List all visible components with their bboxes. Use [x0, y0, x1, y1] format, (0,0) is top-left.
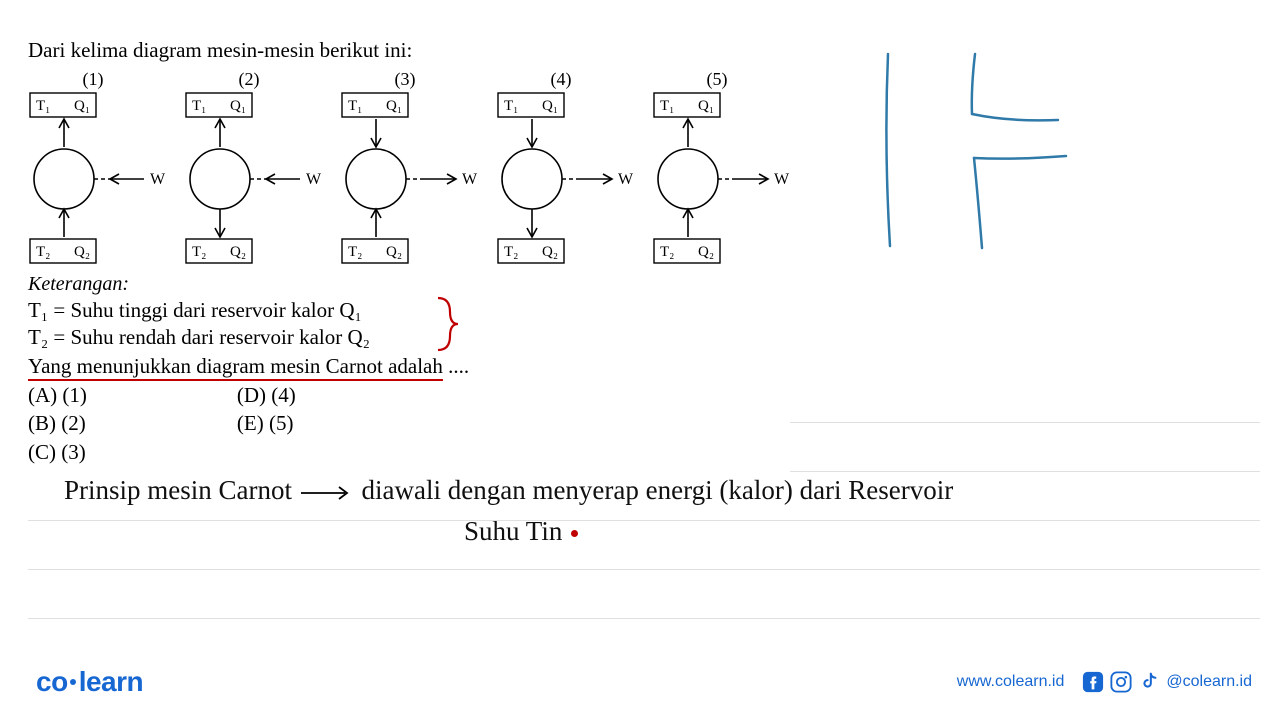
- svg-text:T₂: T₂: [660, 244, 674, 260]
- brand-dot-icon: [70, 679, 76, 685]
- brand-logo: colearn: [36, 666, 143, 698]
- svg-text:T₁: T₁: [36, 98, 50, 114]
- svg-text:W: W: [774, 171, 790, 188]
- blue-sketch-annotation: [860, 48, 1080, 258]
- rule-line: [28, 569, 1260, 570]
- svg-text:T₂: T₂: [504, 244, 518, 260]
- answer-options: (A) (1)(B) (2)(C) (3) (D) (4)(E) (5): [28, 381, 1248, 466]
- engine-diagram-4: (4)T₁Q₁T₂Q₂W: [496, 69, 626, 265]
- diagram-svg: T₁ Q₁ T₂ Q₂ W: [28, 91, 188, 267]
- svg-text:W: W: [150, 171, 166, 188]
- diagram-svg: T₁ Q₁ T₂ Q₂ W: [340, 91, 500, 267]
- svg-text:T₂: T₂: [36, 244, 50, 260]
- diagram-number: (5): [652, 69, 782, 90]
- diagram-svg: T₁ Q₁ T₂ Q₂ W: [496, 91, 656, 267]
- rule-line: [28, 520, 1260, 521]
- handwriting-area: Prinsip mesin Carnot diawali dengan meny…: [64, 475, 1244, 547]
- diagram-number: (2): [184, 69, 314, 90]
- handwriting-line1a: Prinsip mesin Carnot: [64, 475, 299, 505]
- diagram-number: (3): [340, 69, 470, 90]
- option: (A) (1): [28, 381, 87, 409]
- diagram-number: (4): [496, 69, 626, 90]
- svg-text:Q₂: Q₂: [542, 244, 558, 260]
- svg-text:T₂: T₂: [192, 244, 206, 260]
- handwriting-line1b: diawali dengan menyerap energi (kalor) d…: [362, 475, 954, 505]
- footer: colearn www.colearn.id @colearn.id: [36, 666, 1252, 698]
- keterangan-head: Keterangan:: [28, 273, 1248, 296]
- engine-diagram-5: (5)T₁Q₁T₂Q₂W: [652, 69, 782, 265]
- svg-text:T₁: T₁: [504, 98, 518, 114]
- svg-text:Q₂: Q₂: [230, 244, 246, 260]
- footer-handle: @colearn.id: [1166, 673, 1252, 691]
- svg-text:W: W: [618, 171, 634, 188]
- ket-line-2: T₂ = Suhu rendah dari reservoir kalor Q₂: [28, 325, 370, 349]
- option: (E) (5): [237, 409, 296, 437]
- instagram-icon: [1110, 671, 1132, 693]
- rule-line: [790, 422, 1260, 423]
- svg-text:T₁: T₁: [348, 98, 362, 114]
- facebook-icon: [1082, 671, 1104, 693]
- diagram-number: (1): [28, 69, 158, 90]
- social-block: @colearn.id: [1082, 671, 1252, 693]
- svg-text:W: W: [306, 171, 322, 188]
- footer-url: www.colearn.id: [957, 673, 1065, 691]
- option: (B) (2): [28, 409, 87, 437]
- svg-text:Q₁: Q₁: [542, 98, 558, 114]
- question-underlined: Yang menunjukkan diagram mesin Carnot ad…: [28, 354, 443, 381]
- ket-line-1: T₁ = Suhu tinggi dari reservoir kalor Q₁: [28, 298, 362, 322]
- option: (C) (3): [28, 438, 87, 466]
- svg-text:Q₁: Q₁: [230, 98, 246, 114]
- svg-text:Q₁: Q₁: [74, 98, 90, 114]
- engine-diagram-2: (2)T₁Q₁T₂Q₂W: [184, 69, 314, 265]
- question-line: Yang menunjukkan diagram mesin Carnot ad…: [28, 354, 1248, 379]
- arrow-icon: [299, 484, 355, 502]
- svg-text:Q₂: Q₂: [74, 244, 90, 260]
- engine-diagram-3: (3)T₁Q₁T₂Q₂W: [340, 69, 470, 265]
- svg-text:W: W: [462, 171, 478, 188]
- rule-line: [28, 618, 1260, 619]
- diagram-svg: T₁ Q₁ T₂ Q₂ W: [652, 91, 812, 267]
- brand-b: learn: [79, 666, 143, 697]
- tiktok-icon: [1138, 671, 1160, 693]
- brand-a: co: [36, 666, 68, 697]
- red-bracket-annotation: [434, 294, 464, 354]
- engine-diagram-1: (1)T₁Q₁T₂Q₂W: [28, 69, 158, 265]
- svg-text:T₁: T₁: [660, 98, 674, 114]
- svg-text:T₂: T₂: [348, 244, 362, 260]
- svg-text:Q₂: Q₂: [698, 244, 714, 260]
- option: (D) (4): [237, 381, 296, 409]
- svg-text:Q₁: Q₁: [698, 98, 714, 114]
- cursor-dot: [571, 530, 578, 537]
- diagram-svg: T₁ Q₁ T₂ Q₂ W: [184, 91, 344, 267]
- question-tail: ....: [443, 354, 469, 378]
- svg-text:Q₂: Q₂: [386, 244, 402, 260]
- svg-text:T₁: T₁: [192, 98, 206, 114]
- rule-line: [790, 471, 1260, 472]
- svg-text:Q₁: Q₁: [386, 98, 402, 114]
